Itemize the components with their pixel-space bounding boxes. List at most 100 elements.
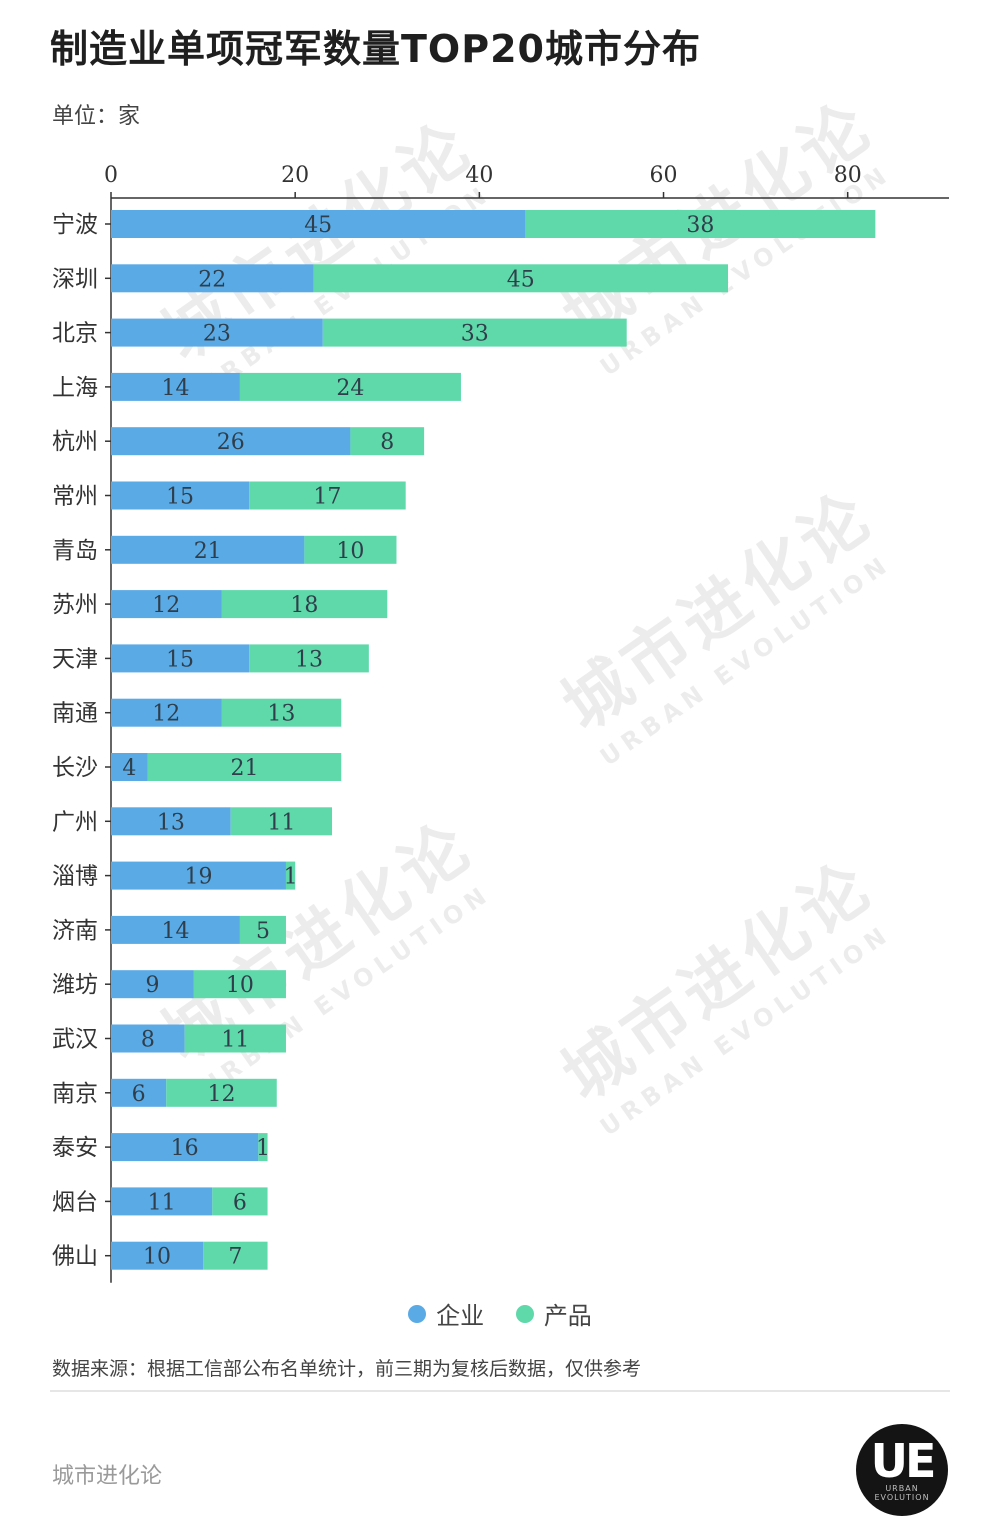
bar-product [525, 210, 876, 238]
category-label: 佛山 [52, 1244, 98, 1270]
legend-dot-product [515, 1304, 534, 1323]
category-label: 南通 [52, 701, 98, 727]
x-tick-label: 60 [650, 163, 678, 188]
data-label-product: 21 [231, 756, 259, 781]
bar-product [285, 861, 296, 890]
data-label-product: 13 [295, 647, 323, 672]
legend: 企业 产品 [0, 1296, 1000, 1331]
category-label: 南京 [52, 1081, 98, 1107]
bar-product [350, 427, 425, 456]
bar-product [239, 915, 286, 944]
bar-product [249, 644, 369, 673]
bar-product [221, 590, 388, 619]
data-label-product: 38 [686, 213, 714, 238]
bar-enterprise [111, 1024, 185, 1053]
logo-subtext: EVOLUTION [874, 1493, 930, 1502]
chart-title: 制造业单项冠军数量TOP20城市分布 [50, 27, 701, 71]
data-label-product: 12 [208, 1082, 236, 1107]
data-label-enterprise: 15 [166, 647, 194, 672]
category-label: 北京 [52, 321, 98, 347]
data-label-product: 45 [507, 267, 535, 292]
bar-enterprise [111, 210, 526, 238]
bar-product [322, 318, 627, 347]
category-label: 烟台 [52, 1189, 98, 1215]
data-label-enterprise: 16 [171, 1136, 199, 1161]
category-label: 杭州 [52, 429, 98, 455]
data-label-product: 11 [267, 810, 295, 835]
data-label-enterprise: 6 [132, 1082, 146, 1107]
data-label-product: 13 [267, 702, 295, 727]
logo-subtext: URBAN [885, 1484, 919, 1493]
bar-enterprise [111, 807, 231, 836]
data-label-enterprise: 21 [194, 539, 222, 564]
bar-product [147, 753, 342, 781]
data-label-enterprise: 26 [217, 430, 245, 455]
data-label-product: 7 [228, 1245, 242, 1270]
data-label-product: 18 [290, 593, 318, 618]
category-label: 深圳 [52, 266, 98, 292]
category-label: 上海 [52, 375, 98, 401]
bar-enterprise [111, 372, 240, 401]
data-label-enterprise: 14 [161, 919, 189, 944]
category-label: 常州 [52, 484, 98, 510]
bar-enterprise [111, 264, 314, 293]
bar-enterprise [111, 1133, 259, 1162]
data-label-product: 33 [461, 322, 489, 347]
bar-product [166, 1078, 277, 1107]
data-label-product: 6 [233, 1190, 247, 1215]
x-tick-label: 80 [834, 163, 862, 188]
data-label-enterprise: 14 [161, 376, 189, 401]
bar-product [304, 535, 397, 564]
category-label: 长沙 [52, 755, 98, 781]
bar-product [193, 970, 286, 999]
bar-enterprise [111, 427, 351, 456]
data-label-enterprise: 19 [184, 865, 212, 890]
data-label-enterprise: 12 [152, 593, 180, 618]
legend-label-enterprise: 企业 [436, 1302, 485, 1330]
category-label: 淄博 [52, 864, 98, 890]
category-label: 苏州 [52, 592, 98, 618]
category-label: 武汉 [52, 1027, 98, 1053]
data-label-product: 24 [336, 376, 364, 401]
category-label: 青岛 [52, 538, 98, 564]
data-label-enterprise: 15 [166, 485, 194, 510]
bar-enterprise [111, 753, 148, 781]
divider [50, 1390, 950, 1392]
category-label: 天津 [52, 646, 98, 672]
brand-name: 城市进化论 [52, 1464, 163, 1489]
category-label: 潍坊 [52, 972, 98, 998]
bar-enterprise [111, 970, 194, 999]
bar-product [249, 481, 406, 510]
bar-enterprise [111, 698, 222, 727]
bar-product [212, 1187, 268, 1216]
x-tick-label: 0 [104, 163, 118, 188]
data-label-enterprise: 9 [145, 973, 159, 998]
data-label-enterprise: 11 [148, 1190, 176, 1215]
bar-enterprise [111, 535, 305, 564]
data-label-enterprise: 8 [141, 1028, 155, 1053]
data-label-enterprise: 13 [157, 810, 185, 835]
logo-mark: UE [870, 1434, 937, 1488]
brand-logo: UE URBAN EVOLUTION [856, 1424, 948, 1516]
data-label-product: 11 [221, 1028, 249, 1053]
x-tick-label: 40 [465, 163, 493, 188]
bar-enterprise [111, 861, 286, 890]
data-label-product: 8 [380, 430, 394, 455]
bar-enterprise [111, 1187, 213, 1216]
bar-product [313, 264, 728, 293]
bar-product [258, 1133, 268, 1162]
category-label: 广州 [52, 809, 98, 835]
legend-dot-enterprise [408, 1304, 427, 1323]
bar-product [221, 698, 342, 727]
bar-enterprise [111, 318, 323, 347]
bar-product [230, 807, 333, 836]
bar-enterprise [111, 915, 240, 944]
data-label-enterprise: 4 [122, 756, 136, 781]
data-label-enterprise: 10 [143, 1245, 171, 1270]
data-label-product: 5 [256, 919, 270, 944]
bar-enterprise [111, 644, 250, 673]
data-label-product: 1 [284, 865, 298, 890]
data-label-enterprise: 22 [198, 267, 226, 292]
data-label-product: 17 [313, 485, 341, 510]
